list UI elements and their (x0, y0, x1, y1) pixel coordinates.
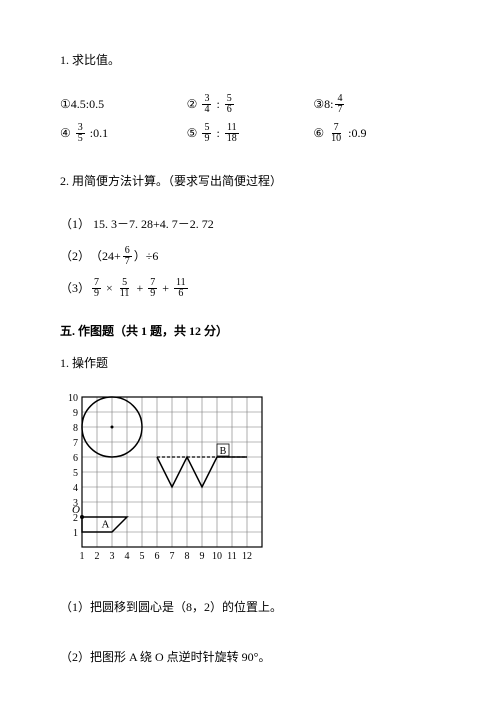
fraction: 79 (92, 278, 101, 299)
fraction: 79 (148, 278, 157, 299)
calc-1: （1） 15. 3－7. 28+4. 7－2. 72 (60, 214, 440, 236)
svg-text:8: 8 (185, 551, 190, 562)
fraction: 59 (202, 123, 211, 144)
fraction: 47 (335, 94, 344, 115)
calc-2: （2） （24+ 67 ）÷6 (60, 246, 440, 268)
label: （2） (60, 246, 90, 268)
calc-3: （3） 79 × 511 + 79 + 116 (60, 278, 440, 300)
op: + (159, 278, 172, 300)
section5-title: 五. 作图题（共 1 题，共 12 分） (60, 321, 440, 343)
ratio-5: ⑤ 59 : 1118 (187, 123, 314, 145)
svg-text:8: 8 (73, 423, 78, 434)
ratio-row-2: ④ 35 :0.1 ⑤ 59 : 1118 ⑥ 710 :0.9 (60, 123, 440, 145)
svg-text:2: 2 (95, 551, 100, 562)
graph-area: 10987654321123456789101112OAB (60, 389, 440, 574)
svg-text:10: 10 (68, 393, 78, 404)
marker: ⑥ (313, 123, 324, 145)
marker: ① (60, 94, 71, 116)
ratio-4: ④ 35 :0.1 (60, 123, 187, 145)
fraction: 710 (329, 123, 343, 144)
colon: : (330, 94, 333, 116)
svg-text:9: 9 (73, 408, 78, 419)
fraction: 67 (123, 246, 132, 267)
fraction: 1118 (225, 123, 239, 144)
marker: ③ (313, 94, 324, 116)
svg-text:6: 6 (155, 551, 160, 562)
fraction: 56 (225, 94, 234, 115)
rhs: 0.1 (93, 123, 108, 145)
svg-text:1: 1 (80, 551, 85, 562)
svg-text:12: 12 (242, 551, 252, 562)
ratio-1: ① 4.5:0.5 (60, 94, 187, 116)
marker: ④ (60, 123, 71, 145)
svg-text:7: 7 (73, 438, 78, 449)
sub-1: （1）把圆移到圆心是（8，2）的位置上。 (60, 597, 440, 619)
svg-text:3: 3 (110, 551, 115, 562)
svg-text:9: 9 (200, 551, 205, 562)
svg-text:7: 7 (170, 551, 175, 562)
pre: （24+ (90, 246, 121, 268)
q1-title: 1. 求比值。 (60, 50, 440, 72)
svg-text:O: O (72, 504, 80, 516)
colon: : (213, 94, 222, 116)
rhs: 0.9 (351, 123, 366, 145)
ratio-row-1: ① 4.5:0.5 ② 34 : 56 ③ 8: 47 (60, 94, 440, 116)
ratio-3: ③ 8: 47 (313, 94, 440, 116)
svg-text:1: 1 (73, 528, 78, 539)
ratio-6: ⑥ 710 :0.9 (313, 123, 440, 145)
svg-text:4: 4 (125, 551, 130, 562)
label: （3） (60, 278, 90, 300)
q5-1-title: 1. 操作题 (60, 353, 440, 375)
expr: 4.5:0.5 (71, 94, 104, 116)
fraction: 35 (76, 123, 85, 144)
q2-title: 2. 用简便方法计算。（要求写出简便过程） (60, 171, 440, 193)
svg-text:4: 4 (73, 483, 78, 494)
colon: : (213, 123, 222, 145)
ratio-2: ② 34 : 56 (187, 94, 314, 116)
svg-text:5: 5 (73, 468, 78, 479)
svg-text:5: 5 (140, 551, 145, 562)
op: × (103, 278, 116, 300)
svg-text:10: 10 (212, 551, 222, 562)
svg-text:6: 6 (73, 453, 78, 464)
post: ）÷6 (134, 246, 159, 268)
svg-text:11: 11 (227, 551, 237, 562)
svg-text:A: A (102, 519, 110, 531)
fraction: 34 (202, 94, 211, 115)
grid-diagram: 10987654321123456789101112OAB (60, 389, 280, 574)
label: （1） (60, 217, 90, 231)
op: + (133, 278, 146, 300)
marker: ⑤ (187, 123, 198, 145)
fraction: 511 (118, 278, 132, 299)
marker: ② (187, 94, 198, 116)
fraction: 116 (174, 278, 188, 299)
svg-text:B: B (220, 446, 227, 457)
sub-2: （2）把图形 A 绕 O 点逆时针旋转 90°。 (60, 647, 440, 669)
expr: 15. 3－7. 28+4. 7－2. 72 (93, 217, 214, 231)
